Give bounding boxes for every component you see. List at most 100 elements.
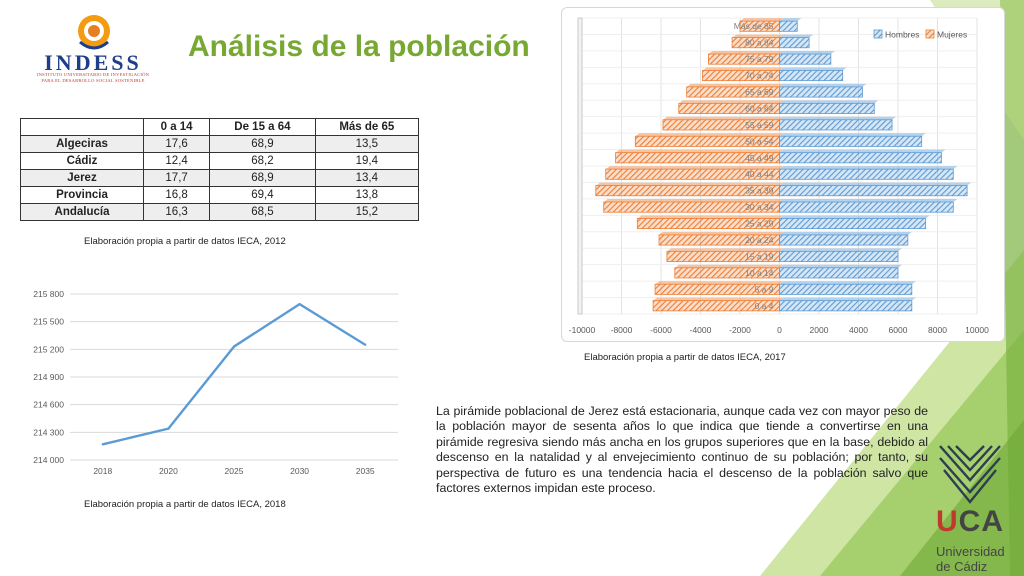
bar-hombres bbox=[779, 267, 899, 279]
y-tick-label: 215 500 bbox=[33, 317, 64, 327]
bar-top-face bbox=[779, 133, 926, 137]
table-cell: 16,3 bbox=[142, 203, 211, 221]
bar-top-face bbox=[779, 34, 814, 38]
y-tick-label: 214 900 bbox=[33, 372, 64, 382]
bar-hombres bbox=[779, 283, 913, 295]
bar-mujeres bbox=[707, 53, 780, 65]
bar-top-face bbox=[779, 231, 912, 235]
x-tick-label: 6000 bbox=[889, 325, 908, 335]
bar-top-face bbox=[779, 116, 897, 120]
population-pyramid-chart: -10000 -8000 -6000 -4000 -2000 0 2000 4000 6000 8… bbox=[569, 17, 989, 335]
table-cell: 13,5 bbox=[314, 135, 420, 153]
bar-top-face bbox=[655, 281, 784, 285]
bar-mujeres bbox=[615, 152, 780, 164]
category-label: 30 a 34 bbox=[745, 202, 774, 212]
x-tick-label: 4000 bbox=[849, 325, 868, 335]
bar-top-face bbox=[779, 100, 879, 104]
legend-label: Mujeres bbox=[937, 30, 967, 40]
bar-mujeres bbox=[652, 300, 780, 312]
bar-top-face bbox=[595, 182, 784, 186]
x-tick-label: 2000 bbox=[810, 325, 829, 335]
table-cell: 17,7 bbox=[142, 169, 211, 187]
indess-logo-text: INDESS bbox=[44, 50, 142, 75]
x-tick-label: 10000 bbox=[965, 325, 989, 335]
legend-swatch bbox=[873, 29, 883, 39]
bar-top-face bbox=[779, 281, 916, 285]
category-label: 40 a 44 bbox=[745, 169, 774, 179]
x-tick-label: -2000 bbox=[729, 325, 751, 335]
table-row-label: Algeciras bbox=[20, 135, 144, 153]
x-tick-label: 2035 bbox=[356, 466, 375, 476]
legend-label: Hombres bbox=[885, 30, 919, 40]
bar-mujeres bbox=[654, 283, 780, 295]
category-label: 80 a 84 bbox=[745, 38, 774, 48]
bar-hombres bbox=[779, 20, 798, 32]
bar-hombres bbox=[779, 250, 899, 262]
table-source-note: Elaboración propia a partir de datos IEC… bbox=[84, 236, 286, 247]
bar-top-face bbox=[779, 149, 946, 153]
bar-mujeres bbox=[662, 119, 780, 131]
bar-mujeres bbox=[686, 86, 780, 98]
category-label: Más de 85 bbox=[734, 21, 774, 31]
table-header-cell: Más de 65 bbox=[314, 118, 420, 136]
y-tick-label: 214 300 bbox=[33, 427, 64, 437]
bar-top-face bbox=[779, 182, 972, 186]
bar-top-face bbox=[779, 83, 867, 87]
bar-hombres bbox=[779, 119, 893, 131]
bar-hombres bbox=[779, 70, 844, 82]
population-pyramid-frame: -10000 -8000 -6000 -4000 -2000 0 2000 4000 6000 8… bbox=[561, 7, 1005, 342]
x-tick-label: 2030 bbox=[290, 466, 309, 476]
y-tick-label: 214 600 bbox=[33, 400, 64, 410]
bar-top-face bbox=[779, 166, 958, 170]
bar-hombres bbox=[779, 168, 954, 180]
legend-swatch bbox=[925, 29, 935, 39]
bar-top-face bbox=[779, 297, 916, 301]
table-corner-cell bbox=[20, 118, 144, 136]
bar-hombres bbox=[779, 300, 913, 312]
age-structure-table: 0 a 14 De 15 a 64 Más de 65 Algeciras 17,6 6… bbox=[20, 118, 420, 221]
bar-top-face bbox=[653, 297, 784, 301]
category-label: 70 a 74 bbox=[745, 71, 774, 81]
category-label: 65 a 69 bbox=[745, 87, 774, 97]
bar-hombres bbox=[779, 135, 923, 147]
table-header-cell: 0 a 14 bbox=[142, 118, 211, 136]
uca-emblem-icon bbox=[939, 445, 1001, 504]
table-row-label: Andalucía bbox=[20, 203, 144, 221]
data-point bbox=[232, 345, 236, 348]
x-tick-label: 2020 bbox=[159, 466, 178, 476]
x-tick-label: 2018 bbox=[93, 466, 112, 476]
bar-hombres bbox=[779, 37, 810, 49]
table-cell: 69,4 bbox=[209, 186, 316, 204]
table-cell: 68,9 bbox=[209, 135, 316, 153]
population-line-chart: 214 000 214 300 214 600 214 900 215 200 215 5… bbox=[33, 289, 398, 476]
x-tick-label: -8000 bbox=[611, 325, 633, 335]
table-cell: 12,4 bbox=[142, 152, 211, 170]
category-label: 0 a 4 bbox=[755, 301, 774, 311]
series-line bbox=[102, 302, 366, 446]
table-cell: 68,5 bbox=[209, 203, 316, 221]
table-row: Provincia 16,8 69,4 13,8 bbox=[20, 186, 420, 204]
uca-name-line2: de Cádiz bbox=[936, 559, 988, 574]
bar-hombres bbox=[779, 102, 875, 114]
category-label: 15 a 19 bbox=[745, 251, 774, 261]
bar-hombres bbox=[779, 53, 832, 65]
uca-name-line1: Universidad bbox=[936, 544, 1005, 559]
bar-hombres bbox=[779, 86, 863, 98]
bar-top-face bbox=[605, 166, 784, 170]
bar-mujeres bbox=[634, 135, 780, 147]
data-point bbox=[298, 302, 301, 306]
bar-mujeres bbox=[666, 250, 780, 262]
line-chart-source-note: Elaboración propia a partir de datos IEC… bbox=[84, 499, 286, 510]
bar-hombres bbox=[779, 234, 909, 246]
bar-top-face bbox=[678, 100, 784, 104]
bar-top-face bbox=[674, 264, 784, 268]
table-row: Jerez 17,7 68,9 13,4 bbox=[20, 169, 420, 187]
bar-mujeres bbox=[739, 20, 780, 32]
x-tick-label: 8000 bbox=[928, 325, 947, 335]
bar-top-face bbox=[779, 18, 802, 22]
table-row-label: Cádiz bbox=[20, 152, 144, 170]
category-label: 60 a 64 bbox=[745, 103, 774, 113]
bar-mujeres bbox=[678, 102, 780, 114]
x-tick-label: -4000 bbox=[690, 325, 712, 335]
y-tick-label: 214 000 bbox=[33, 455, 64, 465]
